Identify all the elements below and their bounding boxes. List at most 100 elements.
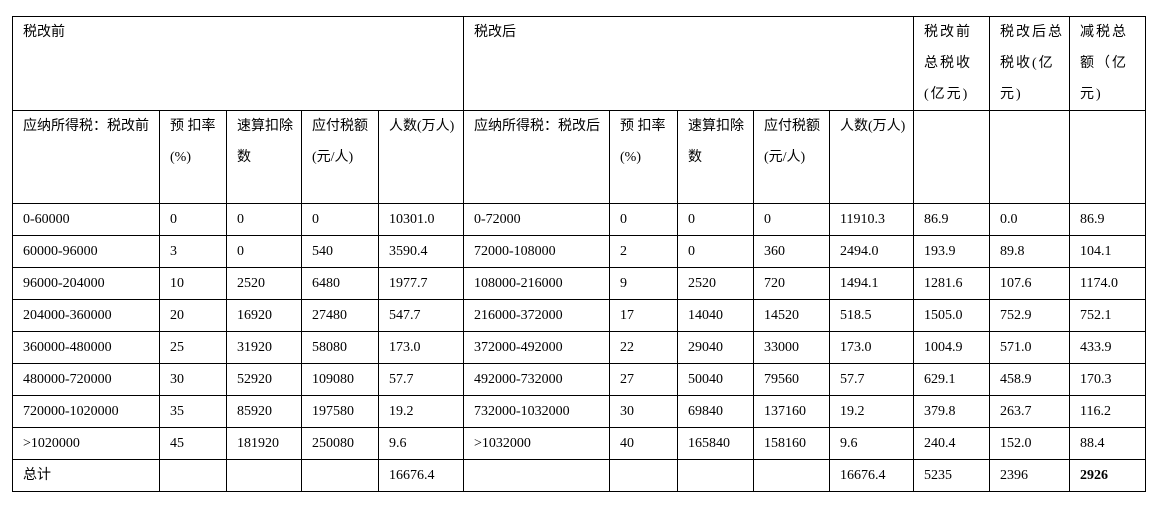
table-cell xyxy=(463,459,610,492)
table-cell: 16676.4 xyxy=(378,459,464,492)
table-cell: 27 xyxy=(609,363,678,396)
header-reduction: 减税总额（亿元) xyxy=(1069,16,1146,111)
table-cell: 0-72000 xyxy=(463,203,610,236)
header-after-reform: 税改后 xyxy=(463,16,914,111)
table-cell: 250080 xyxy=(301,427,379,460)
table-cell: 360000-480000 xyxy=(12,331,160,364)
table-cell: 0 xyxy=(226,203,302,236)
table-cell: 629.1 xyxy=(913,363,990,396)
table-cell: 193.9 xyxy=(913,235,990,268)
table-cell: 31920 xyxy=(226,331,302,364)
table-cell: 25 xyxy=(159,331,227,364)
table-cell: 14520 xyxy=(753,299,830,332)
table-cell: 732000-1032000 xyxy=(463,395,610,428)
table-row: 0-60000 0 0 0 10301.0 0-72000 0 0 0 11910.3 86.9 0.… xyxy=(12,203,1146,236)
table-cell: 35 xyxy=(159,395,227,428)
table-cell: 6480 xyxy=(301,267,379,300)
table-cell: 165840 xyxy=(677,427,754,460)
table-cell: 88.4 xyxy=(1069,427,1146,460)
table-cell: 360 xyxy=(753,235,830,268)
column-header: 人数(万人) xyxy=(829,110,914,204)
tax-reform-table: 税改前 税改后 税改前总税收(亿元) 税改后总税收(亿元) 减税总额（亿元) 应… xyxy=(12,16,1146,492)
table-cell: 2520 xyxy=(226,267,302,300)
table-cell: 33000 xyxy=(753,331,830,364)
table-cell: 86.9 xyxy=(913,203,990,236)
table-cell: 27480 xyxy=(301,299,379,332)
table-cell: 0 xyxy=(301,203,379,236)
table-row: 204000-360000 20 16920 27480 547.7 216000-372… xyxy=(12,299,1146,332)
table-cell: 60000-96000 xyxy=(12,235,160,268)
table-cell: 19.2 xyxy=(829,395,914,428)
table-cell: 204000-360000 xyxy=(12,299,160,332)
table-cell: 2 xyxy=(609,235,678,268)
table-cell: 108000-216000 xyxy=(463,267,610,300)
table-cell: 752.9 xyxy=(989,299,1070,332)
table-cell xyxy=(753,459,830,492)
table-cell: 30 xyxy=(609,395,678,428)
table-cell: 458.9 xyxy=(989,363,1070,396)
table-cell: 10301.0 xyxy=(378,203,464,236)
table-row: 360000-480000 25 31920 58080 173.0 372000-492… xyxy=(12,331,1146,364)
column-header: 速算扣除数 xyxy=(677,110,754,204)
table-cell: 263.7 xyxy=(989,395,1070,428)
table-cell: 1505.0 xyxy=(913,299,990,332)
table-cell: 50040 xyxy=(677,363,754,396)
table-cell: 10 xyxy=(159,267,227,300)
total-row: 总计 16676.4 16676.4 5235 2396 2926 xyxy=(12,459,1146,492)
table-cell xyxy=(609,459,678,492)
header-total-after: 税改后总税收(亿元) xyxy=(989,16,1070,111)
table-cell: 30 xyxy=(159,363,227,396)
table-cell: 107.6 xyxy=(989,267,1070,300)
table-cell: 216000-372000 xyxy=(463,299,610,332)
table-cell: 9 xyxy=(609,267,678,300)
table-cell: 86.9 xyxy=(1069,203,1146,236)
column-header: 应付税额(元/人) xyxy=(753,110,830,204)
table-cell: 1004.9 xyxy=(913,331,990,364)
table-cell: 57.7 xyxy=(829,363,914,396)
table-cell: 2926 xyxy=(1069,459,1146,492)
table-cell: 3590.4 xyxy=(378,235,464,268)
table-row: 96000-204000 10 2520 6480 1977.7 108000-21600… xyxy=(12,267,1146,300)
table-cell: 57.7 xyxy=(378,363,464,396)
table-cell: 85920 xyxy=(226,395,302,428)
table-cell: 372000-492000 xyxy=(463,331,610,364)
table-cell: 0 xyxy=(753,203,830,236)
column-header: 预 扣率(%) xyxy=(609,110,678,204)
table-cell: 96000-204000 xyxy=(12,267,160,300)
table-cell: 72000-108000 xyxy=(463,235,610,268)
table-cell: 2396 xyxy=(989,459,1070,492)
table-cell: 9.6 xyxy=(829,427,914,460)
column-header: 应纳所得税：税改前 xyxy=(12,110,160,204)
table-cell: 14040 xyxy=(677,299,754,332)
table-cell xyxy=(159,459,227,492)
table-cell: 2494.0 xyxy=(829,235,914,268)
table-cell: 116.2 xyxy=(1069,395,1146,428)
table-cell: 20 xyxy=(159,299,227,332)
table-cell: 9.6 xyxy=(378,427,464,460)
table-cell: 22 xyxy=(609,331,678,364)
table-cell: 720 xyxy=(753,267,830,300)
table-cell: 58080 xyxy=(301,331,379,364)
table-cell: 1174.0 xyxy=(1069,267,1146,300)
table-cell: 0-60000 xyxy=(12,203,160,236)
table-cell: 0 xyxy=(677,203,754,236)
table-cell: 0 xyxy=(609,203,678,236)
table-cell: 480000-720000 xyxy=(12,363,160,396)
table-cell: 89.8 xyxy=(989,235,1070,268)
column-header: 应纳所得税：税改后 xyxy=(463,110,610,204)
table-cell: 总计 xyxy=(12,459,160,492)
column-header xyxy=(989,110,1070,204)
table-cell: 40 xyxy=(609,427,678,460)
table-cell: 547.7 xyxy=(378,299,464,332)
table-cell: 1494.1 xyxy=(829,267,914,300)
table-cell: 173.0 xyxy=(829,331,914,364)
table-cell: 0 xyxy=(226,235,302,268)
table-cell: 158160 xyxy=(753,427,830,460)
table-cell: >1032000 xyxy=(463,427,610,460)
table-cell: 173.0 xyxy=(378,331,464,364)
table-cell: 29040 xyxy=(677,331,754,364)
table-cell: 137160 xyxy=(753,395,830,428)
table-cell: 104.1 xyxy=(1069,235,1146,268)
table-row: 480000-720000 30 52920 109080 57.7 492000-732… xyxy=(12,363,1146,396)
table-cell: 19.2 xyxy=(378,395,464,428)
